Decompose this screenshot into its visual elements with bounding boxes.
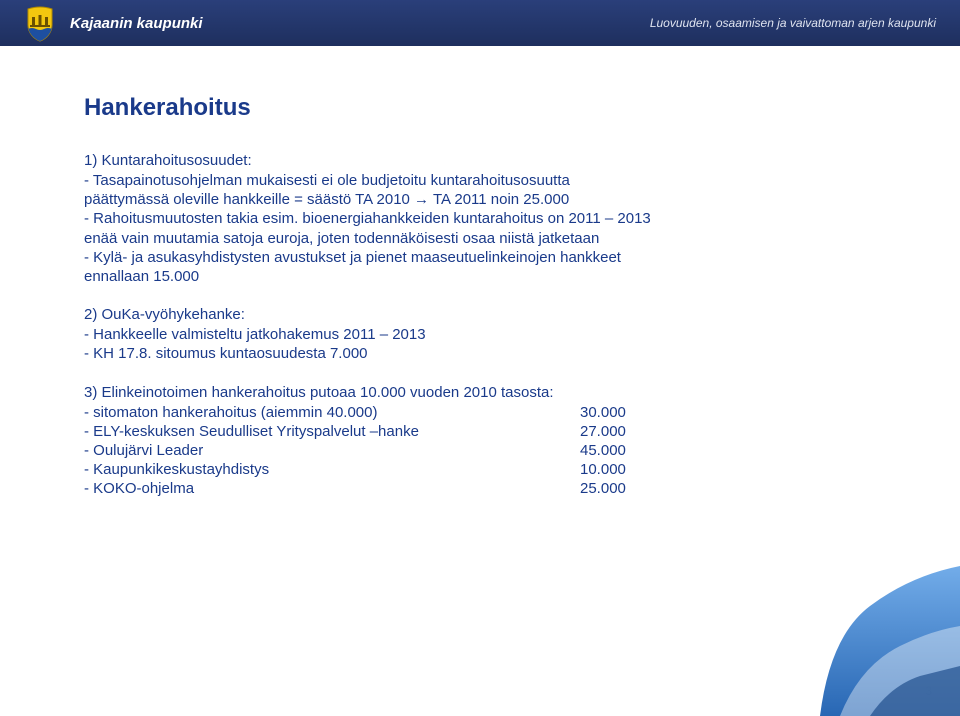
section-1-line: - Tasapainotusohjelman mukaisesti ei ole…	[84, 171, 876, 190]
section-1-line: ennallaan 15.000	[84, 267, 876, 286]
value-amount: 30.000	[580, 403, 626, 422]
value-row: - ELY-keskuksen Seudulliset Yrityspalvel…	[84, 422, 876, 441]
section-1-line: - Rahoitusmuutosten takia esim. bioenerg…	[84, 209, 876, 228]
value-row: - Kaupunkikeskustayhdistys 10.000	[84, 460, 876, 479]
section-1-line: - Kylä- ja asukasyhdistysten avustukset …	[84, 248, 876, 267]
value-amount: 10.000	[580, 460, 626, 479]
value-row: - KOKO-ohjelma 25.000	[84, 479, 876, 498]
section-1-heading: 1) Kuntarahoitusosuudet:	[84, 152, 876, 169]
page-title: Hankerahoitus	[84, 94, 876, 122]
value-label: - Kaupunkikeskustayhdistys	[84, 461, 269, 478]
value-row: - Oulujärvi Leader 45.000	[84, 441, 876, 460]
value-label: - Oulujärvi Leader	[84, 442, 203, 459]
section-2-line: - Hankkeelle valmisteltu jatkohakemus 20…	[84, 325, 876, 344]
section-1: 1) Kuntarahoitusosuudet: - Tasapainotuso…	[84, 152, 876, 286]
value-amount: 45.000	[580, 441, 626, 460]
section-2: 2) OuKa-vyöhykehanke: - Hankkeelle valmi…	[84, 306, 876, 363]
section-3: 3) Elinkeinotoimen hankerahoitus putoaa …	[84, 384, 876, 499]
org-name: Kajaanin kaupunki	[70, 15, 203, 32]
page-number: 3	[925, 684, 932, 698]
section-2-line: - KH 17.8. sitoumus kuntaosuudesta 7.000	[84, 344, 876, 363]
value-amount: 25.000	[580, 479, 626, 498]
value-label: - sitomaton hankerahoitus (aiemmin 40.00…	[84, 404, 377, 421]
section-3-heading: 3) Elinkeinotoimen hankerahoitus putoaa …	[84, 384, 876, 401]
slide-content: Hankerahoitus 1) Kuntarahoitusosuudet: -…	[0, 46, 960, 498]
header-bar: Kajaanin kaupunki Luovuuden, osaamisen j…	[0, 0, 960, 46]
value-label: - KOKO-ohjelma	[84, 480, 194, 497]
value-label: - ELY-keskuksen Seudulliset Yrityspalvel…	[84, 423, 419, 440]
value-amount: 27.000	[580, 422, 626, 441]
section-2-heading: 2) OuKa-vyöhykehanke:	[84, 306, 876, 323]
tagline: Luovuuden, osaamisen ja vaivattoman arje…	[650, 16, 936, 30]
section-1-line: päättymässä oleville hankkeille = säästö…	[84, 190, 876, 209]
section-1-line: enää vain muutamia satoja euroja, joten …	[84, 229, 876, 248]
city-logo	[20, 3, 60, 43]
value-row: - sitomaton hankerahoitus (aiemmin 40.00…	[84, 403, 876, 422]
